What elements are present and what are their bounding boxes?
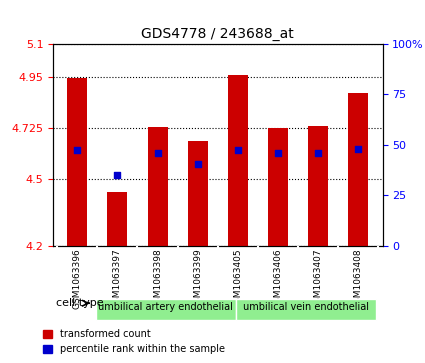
Text: GSM1063396: GSM1063396 <box>73 249 82 309</box>
Point <box>315 150 322 156</box>
Bar <box>67 78 87 246</box>
Text: umbilical artery endothelial: umbilical artery endothelial <box>99 302 233 313</box>
Point <box>235 147 241 153</box>
Bar <box>308 126 328 246</box>
Text: cell type: cell type <box>57 298 104 308</box>
FancyBboxPatch shape <box>236 299 376 320</box>
Bar <box>147 127 167 246</box>
Text: GSM1063399: GSM1063399 <box>193 249 202 309</box>
Text: GSM1063406: GSM1063406 <box>274 249 283 309</box>
Bar <box>228 75 248 246</box>
Text: GSM1063408: GSM1063408 <box>354 249 363 309</box>
Bar <box>108 192 128 246</box>
Text: GSM1063407: GSM1063407 <box>314 249 323 309</box>
Point <box>114 172 121 178</box>
Text: GSM1063398: GSM1063398 <box>153 249 162 309</box>
Text: GSM1063397: GSM1063397 <box>113 249 122 309</box>
Point <box>74 147 81 153</box>
Bar <box>348 93 368 246</box>
Bar <box>268 128 288 246</box>
Point <box>154 150 161 156</box>
Point <box>194 161 201 167</box>
Text: umbilical vein endothelial: umbilical vein endothelial <box>243 302 369 313</box>
FancyBboxPatch shape <box>96 299 236 320</box>
Point <box>275 150 281 156</box>
Title: GDS4778 / 243688_at: GDS4778 / 243688_at <box>142 27 294 41</box>
Bar <box>188 142 208 246</box>
Text: GSM1063405: GSM1063405 <box>233 249 242 309</box>
Point <box>355 146 362 152</box>
Legend: transformed count, percentile rank within the sample: transformed count, percentile rank withi… <box>39 326 229 358</box>
